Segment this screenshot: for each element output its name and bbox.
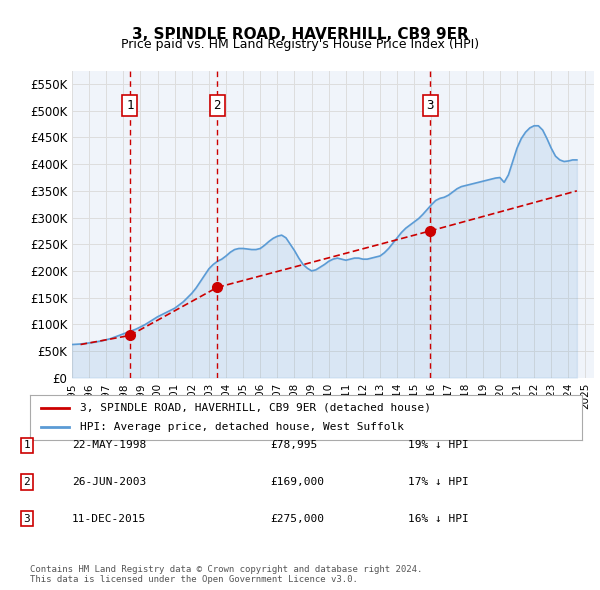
Text: 3: 3 xyxy=(23,514,31,523)
Text: £78,995: £78,995 xyxy=(270,441,317,450)
Text: 17% ↓ HPI: 17% ↓ HPI xyxy=(408,477,469,487)
Text: 3, SPINDLE ROAD, HAVERHILL, CB9 9ER: 3, SPINDLE ROAD, HAVERHILL, CB9 9ER xyxy=(131,27,469,41)
Text: 3, SPINDLE ROAD, HAVERHILL, CB9 9ER (detached house): 3, SPINDLE ROAD, HAVERHILL, CB9 9ER (det… xyxy=(80,403,431,412)
Text: 26-JUN-2003: 26-JUN-2003 xyxy=(72,477,146,487)
Text: £169,000: £169,000 xyxy=(270,477,324,487)
Text: HPI: Average price, detached house, West Suffolk: HPI: Average price, detached house, West… xyxy=(80,422,404,432)
Text: 3: 3 xyxy=(427,99,434,112)
Text: Contains HM Land Registry data © Crown copyright and database right 2024.
This d: Contains HM Land Registry data © Crown c… xyxy=(30,565,422,584)
Text: 2: 2 xyxy=(23,477,31,487)
Text: 11-DEC-2015: 11-DEC-2015 xyxy=(72,514,146,523)
Text: 22-MAY-1998: 22-MAY-1998 xyxy=(72,441,146,450)
Text: Price paid vs. HM Land Registry's House Price Index (HPI): Price paid vs. HM Land Registry's House … xyxy=(121,38,479,51)
Text: 1: 1 xyxy=(23,441,31,450)
Text: £275,000: £275,000 xyxy=(270,514,324,523)
Text: 16% ↓ HPI: 16% ↓ HPI xyxy=(408,514,469,523)
Text: 1: 1 xyxy=(126,99,134,112)
Text: 19% ↓ HPI: 19% ↓ HPI xyxy=(408,441,469,450)
Text: 2: 2 xyxy=(214,99,221,112)
